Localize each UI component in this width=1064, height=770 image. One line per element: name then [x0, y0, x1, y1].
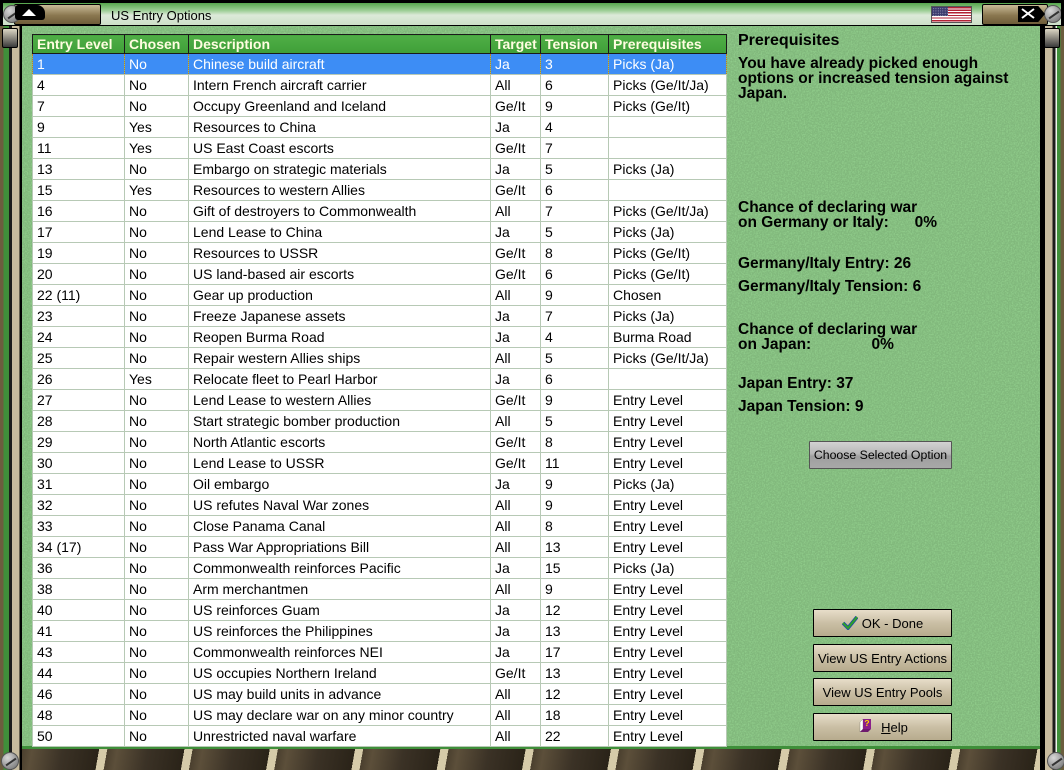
svg-text:?: ?: [865, 718, 870, 728]
